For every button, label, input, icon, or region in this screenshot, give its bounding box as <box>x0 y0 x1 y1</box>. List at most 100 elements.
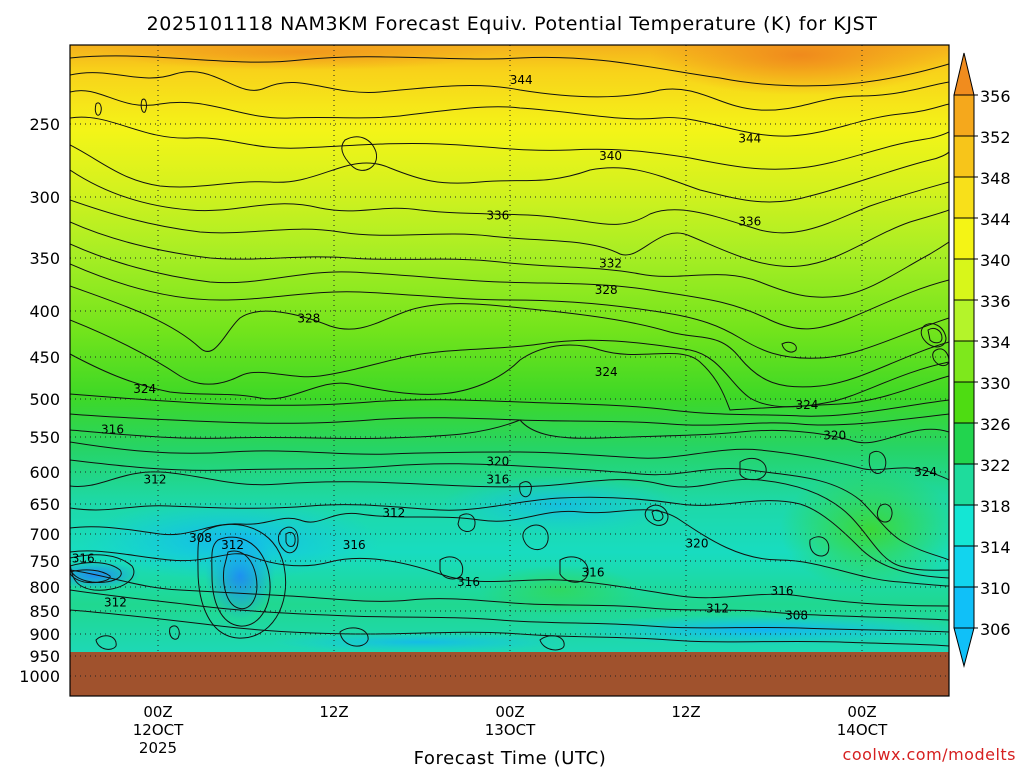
colorbar-swatch <box>953 422 975 465</box>
contour-label: 324 <box>133 382 156 396</box>
x-tick-label: 13OCT <box>485 721 536 739</box>
contour-label: 316 <box>582 565 605 579</box>
contour-label: 312 <box>706 602 729 616</box>
colorbar <box>953 52 978 668</box>
cell-k <box>868 450 887 474</box>
contour-309 <box>70 569 949 621</box>
y-tick-label: 1000 <box>19 667 60 686</box>
moist-region-right <box>780 470 949 590</box>
contour-328 <box>70 285 949 388</box>
colorbar-swatch <box>953 381 975 424</box>
cell-l <box>876 503 893 523</box>
colorbar-swatch <box>953 176 975 219</box>
y-tick-label: 300 <box>29 188 60 207</box>
x-tick-label: 12OCT <box>133 721 184 739</box>
contour-322 <box>70 393 949 417</box>
colorbar-swatch <box>953 463 975 506</box>
y-tick-label: 350 <box>29 249 60 268</box>
colorbar-swatch <box>953 217 975 260</box>
cell-g <box>932 348 949 367</box>
colorbar-swatch <box>953 299 975 342</box>
y-tick-label: 250 <box>29 115 60 134</box>
contour-label: 324 <box>914 465 937 479</box>
cell-r <box>140 98 147 113</box>
contour-308 <box>70 589 949 633</box>
contour-labels: 344 344 340 336 336 332 328 328 324 324 324 324 320 3… <box>72 73 937 623</box>
colorbar-swatch <box>953 586 975 629</box>
contour-330 <box>70 263 949 359</box>
colorbar-bottom-arrow <box>953 627 975 668</box>
cell-col-c <box>197 523 287 639</box>
contour-label: 316 <box>72 551 95 565</box>
x-tick-label: 00Z <box>495 703 524 721</box>
cell-t <box>339 627 369 647</box>
contour-340-inner <box>341 136 378 171</box>
contour-340 <box>70 144 949 203</box>
colorbar-swatch <box>953 135 975 178</box>
cell-left-c <box>70 554 135 591</box>
contour-label: 324 <box>795 398 818 412</box>
colorbar-label: 356 <box>980 87 1011 106</box>
colorbar-swatch <box>953 340 975 383</box>
contour-label: 308 <box>785 609 808 623</box>
contour-label: 336 <box>486 208 509 222</box>
contour-328-ring <box>781 341 797 353</box>
cool-region-lower-right <box>560 614 949 646</box>
contour-label: 320 <box>686 537 709 551</box>
cell-o <box>439 556 464 580</box>
contour-label: 316 <box>771 584 794 598</box>
cell-c <box>644 504 669 526</box>
cell-j <box>457 513 476 532</box>
cell-f <box>927 327 943 344</box>
colorbar-label: 334 <box>980 333 1011 352</box>
colorbar-label: 322 <box>980 456 1011 475</box>
colorbar-swatch <box>953 94 975 137</box>
cool-region-bottom <box>270 632 570 652</box>
cell-b <box>285 531 296 547</box>
contour-label: 328 <box>297 311 320 325</box>
cell-q <box>94 102 102 116</box>
y-tick-label: 500 <box>29 390 60 409</box>
y-tick-label: 400 <box>29 302 60 321</box>
colorbar-top-arrow <box>953 52 975 96</box>
contour-320 <box>70 419 949 444</box>
contour-label: 316 <box>101 422 124 436</box>
chart-title: 2025101118 NAM3KM Forecast Equiv. Potent… <box>147 13 878 35</box>
contour-334 <box>70 221 949 298</box>
cell-d <box>651 509 664 522</box>
plot-area: 344 344 340 336 336 332 328 328 324 324 324 324 320 3… <box>70 45 949 696</box>
y-tick-label: 450 <box>29 348 60 367</box>
colorbar-label: 314 <box>980 538 1011 557</box>
x-axis-title: Forecast Time (UTC) <box>414 748 607 768</box>
y-tick-label: 800 <box>29 578 60 597</box>
y-tick-label: 750 <box>29 552 60 571</box>
terrain-fill <box>70 652 949 696</box>
y-tick-label: 700 <box>29 525 60 544</box>
contour-label: 344 <box>738 132 761 146</box>
colorbar-label: 326 <box>980 415 1011 434</box>
contour-label: 320 <box>823 429 846 443</box>
x-tick-label: 00Z <box>847 703 876 721</box>
colorbar-label: 344 <box>980 210 1011 229</box>
cell-h <box>522 524 549 550</box>
contour-317 <box>70 459 949 561</box>
contour-label: 312 <box>104 595 127 609</box>
contour-label: 344 <box>510 73 533 87</box>
cool-region-mid <box>440 475 680 535</box>
contour-label: 320 <box>486 455 509 469</box>
contour-310 <box>70 550 949 607</box>
contour-label: 324 <box>595 365 618 379</box>
colorbar-label: 348 <box>980 169 1011 188</box>
cell-i <box>519 481 532 498</box>
contour-label: 316 <box>486 473 509 487</box>
cool-region-low-left <box>80 500 380 580</box>
contour-label: 340 <box>599 149 622 163</box>
colorbar-swatch <box>953 545 975 588</box>
credit-text[interactable]: coolwx.com/modelts <box>843 745 1016 764</box>
y-tick-label: 850 <box>29 602 60 621</box>
warm-region-top-right <box>650 45 949 95</box>
contour-318 <box>70 441 949 481</box>
cell-left-a <box>70 562 122 583</box>
colorbar-swatch <box>953 258 975 301</box>
